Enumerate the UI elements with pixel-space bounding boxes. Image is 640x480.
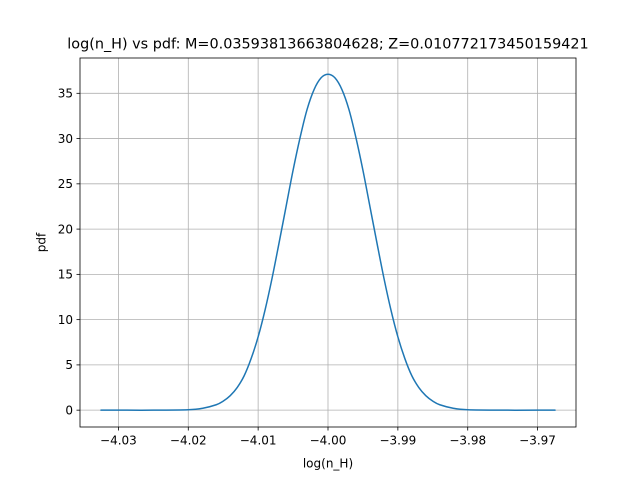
y-tick-label: 10 bbox=[58, 313, 73, 327]
y-tick-label: 25 bbox=[58, 177, 73, 191]
series-line bbox=[100, 73, 556, 411]
y-tick-label: 35 bbox=[58, 87, 73, 101]
x-axis-label: log(n_H) bbox=[303, 457, 353, 471]
y-tick-label: 15 bbox=[58, 268, 73, 282]
x-tick-label: −4.01 bbox=[240, 434, 277, 448]
y-tick-label: 5 bbox=[65, 358, 73, 372]
x-axis: −4.03 −4.02 −4.01 −4.00 −3.99 −3.98 −3.97 bbox=[100, 427, 556, 448]
y-axis: 0 5 10 15 20 25 30 35 bbox=[58, 87, 80, 417]
x-tick-label: −4.02 bbox=[170, 434, 207, 448]
x-tick-label: −4.00 bbox=[310, 434, 347, 448]
y-tick-label: 20 bbox=[58, 222, 73, 236]
x-tick-label: −3.97 bbox=[519, 434, 556, 448]
x-tick-label: −3.99 bbox=[379, 434, 416, 448]
y-tick-label: 30 bbox=[58, 132, 73, 146]
series-layer bbox=[100, 73, 556, 411]
y-axis-label: pdf bbox=[35, 232, 49, 252]
x-tick-label: −3.98 bbox=[449, 434, 486, 448]
y-tick-label: 0 bbox=[65, 403, 73, 417]
x-tick-label: −4.03 bbox=[100, 434, 137, 448]
chart-title: log(n_H) vs pdf: M=0.03593813663804628; … bbox=[67, 37, 588, 53]
